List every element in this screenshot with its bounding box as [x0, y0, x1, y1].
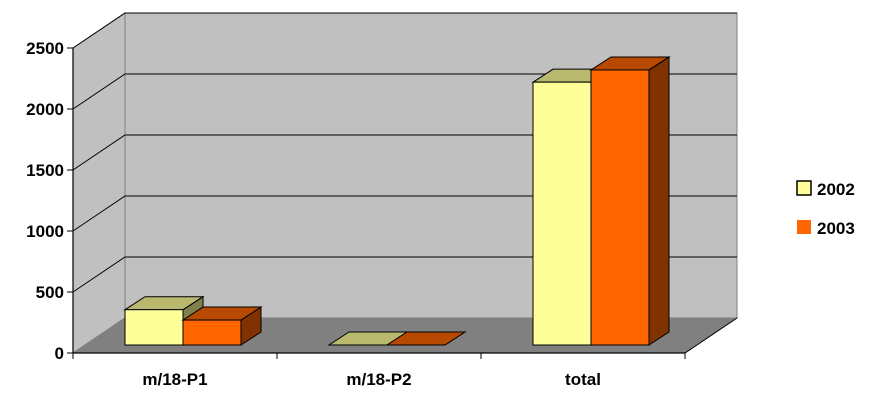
- y-tick-label-2000: 2000: [26, 100, 64, 119]
- bar-2003-m/18-P1: [181, 306, 263, 346]
- side-wall: [72, 12, 126, 354]
- floor-edge: [684, 317, 738, 354]
- bar-2003-total: [589, 56, 671, 346]
- legend: 2002 2003: [790, 170, 884, 243]
- y-tick-label-500: 500: [36, 283, 64, 302]
- x-category-label-2: total: [565, 370, 601, 389]
- legend-swatch-2003: [797, 220, 811, 234]
- bar-2003-m/18-P2: [385, 331, 467, 346]
- bars: [123, 56, 671, 346]
- y-tick-label-1000: 1000: [26, 222, 64, 241]
- legend-label-2002: 2002: [817, 180, 855, 199]
- axes: [67, 47, 738, 359]
- y-tick-label-1500: 1500: [26, 161, 64, 180]
- y-tick-label-0: 0: [55, 344, 64, 363]
- legend-label-2003: 2003: [817, 219, 855, 238]
- gridline-2000: [72, 73, 737, 110]
- x-category-label-1: m/18-P2: [346, 370, 411, 389]
- gridline-2500: [72, 12, 737, 49]
- y-axis-tick-labels: 0 500 1000 1500 2000 2500: [26, 39, 64, 363]
- x-axis-category-labels: m/18-P1 m/18-P2 total: [142, 370, 601, 389]
- legend-swatch-2002: [796, 180, 812, 196]
- y-tick-label-2500: 2500: [26, 39, 64, 58]
- x-category-label-0: m/18-P1: [142, 370, 207, 389]
